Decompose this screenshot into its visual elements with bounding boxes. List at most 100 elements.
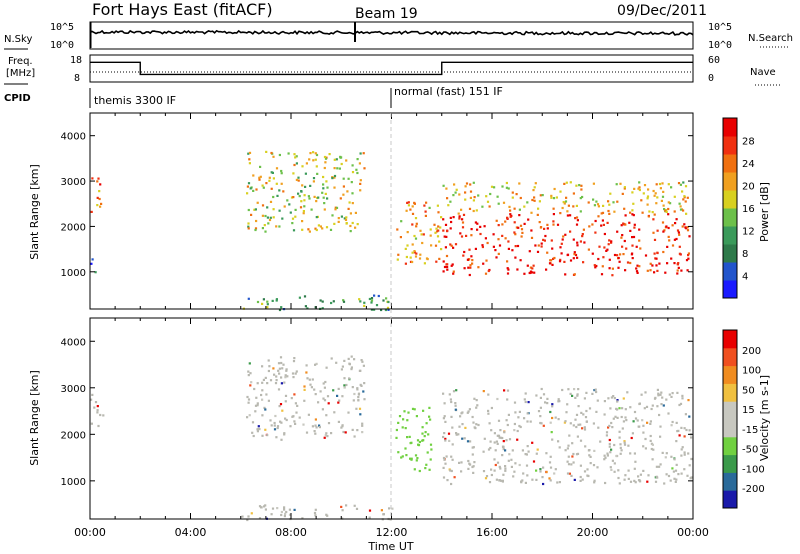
scatter-cell [686, 226, 689, 229]
scatter-cell [260, 393, 263, 397]
scatter-cell [345, 504, 348, 507]
scatter-cell [542, 393, 546, 396]
scatter-cell [485, 475, 489, 478]
scatter-cell [413, 202, 416, 205]
scatter-cell [624, 408, 627, 411]
scatter-cell [280, 169, 283, 173]
scatter-cell [477, 194, 480, 197]
velocity-scatter [90, 355, 693, 522]
scatter-cell [631, 432, 634, 435]
scatter-cell [529, 266, 532, 269]
scatter-cell [608, 267, 611, 270]
scatter-cell [579, 197, 582, 200]
scatter-cell [469, 196, 472, 199]
scatter-cell [658, 465, 661, 468]
scatter-cell [552, 257, 555, 260]
scatter-cell [261, 398, 264, 401]
scatter-cell [546, 397, 549, 400]
scatter-cell [322, 397, 325, 400]
scatter-cell [292, 229, 296, 232]
scatter-cell [287, 152, 290, 155]
scatter-cell [445, 187, 448, 190]
scatter-cell [469, 264, 472, 267]
scatter-cell [549, 259, 552, 262]
scatter-cell [518, 214, 521, 217]
scatter-cell [406, 201, 409, 204]
scatter-cell [523, 222, 526, 225]
scatter-cell [442, 435, 445, 439]
scatter-cell [514, 462, 517, 465]
scatter-cell [305, 364, 308, 367]
x-tick-label: 04:00 [175, 526, 207, 539]
scatter-cell [446, 230, 449, 233]
scatter-cell [269, 200, 273, 203]
scatter-cell [585, 409, 588, 413]
scatter-cell [90, 262, 93, 265]
scatter-cell [265, 150, 268, 153]
scatter-cell [96, 196, 99, 199]
scatter-cell [464, 191, 467, 194]
scatter-cell [253, 208, 256, 211]
scatter-cell [523, 272, 526, 275]
scatter-cell [539, 396, 542, 399]
scatter-cell [662, 404, 665, 407]
scatter-cell [651, 211, 654, 214]
scatter-cell [530, 229, 533, 232]
scatter-cell [294, 215, 297, 218]
scatter-cell [594, 219, 597, 223]
scatter-cell [635, 245, 638, 248]
scatter-cell [272, 155, 275, 158]
scatter-cell [337, 420, 340, 423]
scatter-cell [292, 376, 295, 379]
scatter-cell [254, 208, 257, 211]
scatter-cell [340, 505, 343, 508]
scatter-cell [460, 412, 463, 415]
scatter-cell [670, 455, 673, 458]
scatter-cell [667, 207, 670, 211]
scatter-cell [428, 406, 431, 409]
scatter-cell [247, 182, 251, 185]
scatter-cell [571, 442, 574, 445]
scatter-cell [436, 235, 440, 238]
scatter-cell [539, 468, 542, 471]
scatter-cell [622, 222, 625, 225]
scatter-cell [310, 208, 313, 211]
scatter-cell [677, 429, 680, 432]
scatter-cell [595, 390, 598, 394]
y-tick-label: 3000 [61, 177, 86, 188]
scatter-cell [384, 308, 387, 312]
scatter-cell [406, 419, 409, 422]
scatter-cell [553, 256, 556, 260]
scatter-cell [649, 434, 652, 438]
scatter-cell [453, 183, 456, 186]
scatter-cell [450, 482, 453, 486]
scatter-cell [409, 457, 412, 460]
scatter-cell [539, 470, 542, 473]
scatter-cell [277, 369, 280, 372]
scatter-cell [593, 204, 596, 207]
scatter-cell [564, 420, 567, 423]
scatter-cell [506, 216, 509, 219]
scatter-cell [490, 473, 493, 477]
scatter-cell [345, 222, 348, 225]
scatter-cell [375, 304, 379, 307]
scatter-cell [550, 194, 553, 197]
scatter-cell [624, 474, 627, 477]
plot-title: Fort Hays East (fitACF) [92, 0, 273, 19]
scatter-cell [656, 388, 659, 391]
colorbar-swatch [723, 226, 737, 245]
scatter-cell [523, 417, 526, 420]
scatter-cell [603, 458, 606, 461]
scatter-cell [476, 228, 479, 231]
scatter-cell [496, 195, 499, 198]
scatter-cell [489, 446, 492, 450]
scatter-cell [423, 262, 426, 265]
scatter-cell [413, 250, 416, 253]
scatter-cell [564, 273, 567, 276]
scatter-cell [524, 453, 527, 456]
scatter-cell [519, 224, 523, 227]
scatter-cell [254, 228, 257, 232]
scatter-cell [501, 436, 504, 440]
scatter-cell [690, 436, 693, 439]
scatter-cell [356, 387, 359, 390]
